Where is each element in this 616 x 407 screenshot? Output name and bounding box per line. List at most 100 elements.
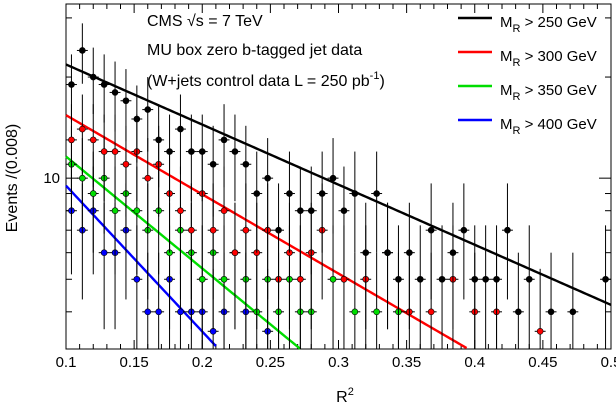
- x-tick-label: 0.5: [601, 354, 616, 371]
- data-point: [600, 225, 611, 349]
- point-marker: [198, 275, 206, 283]
- fit-curve: [65, 63, 612, 306]
- data-point: [393, 225, 404, 349]
- legend-label-tail: > 250 GeV: [520, 14, 596, 31]
- point-marker: [89, 73, 97, 81]
- point-marker: [68, 136, 75, 144]
- point-marker: [79, 47, 86, 54]
- data-point: [196, 114, 208, 202]
- data-point: [98, 54, 110, 123]
- data-point: [349, 252, 361, 349]
- x-axis-label-text: R: [336, 389, 348, 406]
- point-marker: [220, 275, 228, 283]
- annotation-control-close: ): [379, 73, 384, 90]
- axis-ticks: 0.1 0.15 0.2 0.25 0.3 0.35 0.4 0.45 0.5 10: [43, 4, 616, 371]
- data-point: [349, 151, 361, 253]
- point-marker: [547, 308, 555, 316]
- data-point: [131, 85, 143, 163]
- point-marker: [155, 136, 162, 144]
- data-point: [284, 151, 295, 253]
- data-point: [120, 69, 132, 142]
- point-marker: [373, 190, 380, 197]
- legend-label-sub: R: [513, 91, 521, 103]
- point-marker: [427, 308, 435, 316]
- point-marker: [133, 207, 141, 215]
- point-marker: [188, 148, 195, 155]
- data-point: [76, 94, 88, 175]
- data-point: [371, 151, 383, 253]
- data-point: [327, 225, 339, 349]
- point-marker: [144, 106, 152, 113]
- annotation-control: (W+jets control data L = 250 pb-1): [147, 70, 385, 90]
- point-marker: [79, 174, 86, 182]
- data-point: [491, 225, 502, 349]
- data-point: [207, 125, 219, 217]
- point-marker: [111, 89, 119, 96]
- data-point: [218, 104, 230, 188]
- point-marker: [275, 226, 282, 234]
- x-tick-label: 0.4: [464, 354, 485, 371]
- data-point: [523, 225, 535, 349]
- legend-label: MR > 350 GeV: [500, 82, 597, 103]
- x-tick-label: 0.3: [328, 354, 349, 371]
- point-marker: [100, 81, 108, 88]
- x-axis-label-sup: 2: [348, 386, 354, 398]
- data-point: [164, 114, 175, 202]
- legend-label-tail: > 350 GeV: [520, 82, 596, 99]
- point-marker: [297, 275, 304, 283]
- data-point: [469, 225, 481, 349]
- point-marker: [177, 207, 184, 215]
- legend-label-main: M: [500, 82, 513, 99]
- annotation-control-sup: -1: [370, 70, 380, 82]
- fit-curve: [65, 184, 217, 347]
- point-marker: [525, 275, 533, 283]
- data-point: [360, 202, 372, 330]
- data-point: [273, 183, 284, 300]
- point-marker: [438, 275, 446, 283]
- point-marker: [340, 207, 348, 215]
- data-point: [87, 47, 99, 114]
- point-marker: [144, 174, 152, 182]
- data-point: [567, 252, 579, 349]
- data-point: [425, 183, 437, 300]
- data-point: [87, 104, 99, 188]
- legend-item: MR > 250 GeV: [458, 14, 597, 35]
- data-point: [142, 77, 154, 152]
- data-point: [338, 166, 350, 275]
- legend-label-sub: R: [513, 57, 521, 69]
- point-marker: [100, 249, 108, 256]
- point-marker: [209, 226, 217, 234]
- data-point: [185, 183, 197, 300]
- data-point: [109, 61, 121, 132]
- point-marker: [231, 148, 239, 155]
- point-marker: [406, 249, 413, 256]
- point-marker: [242, 160, 250, 168]
- x-tick-label: 0.2: [192, 354, 213, 371]
- annotation-control-text: (W+jets control data L = 250 pb: [147, 73, 370, 90]
- data-point: [98, 114, 110, 202]
- legend-label-tail: > 300 GeV: [520, 48, 596, 65]
- legend-label-sub: R: [513, 125, 521, 137]
- data-point: [371, 252, 383, 349]
- point-marker: [100, 148, 108, 155]
- x-tick-label: 0.25: [256, 354, 285, 371]
- point-marker: [373, 308, 380, 316]
- annotation-block: CMS √s = 7 TeV MU box zero b-tagged jet …: [147, 13, 385, 90]
- point-marker: [177, 308, 184, 316]
- point-marker: [166, 148, 173, 155]
- point-marker: [155, 308, 162, 316]
- point-marker: [329, 174, 337, 182]
- point-marker: [122, 97, 130, 105]
- x-tick-label: 0.15: [120, 354, 149, 371]
- data-point: [175, 94, 186, 175]
- legend-label: MR > 300 GeV: [500, 48, 597, 69]
- point-marker: [188, 226, 195, 234]
- point-marker: [416, 275, 424, 283]
- data-point: [458, 183, 470, 300]
- point-marker: [504, 226, 511, 234]
- point-marker: [111, 207, 119, 215]
- point-marker: [351, 308, 359, 316]
- point-marker: [111, 148, 119, 155]
- data-point: [447, 202, 459, 330]
